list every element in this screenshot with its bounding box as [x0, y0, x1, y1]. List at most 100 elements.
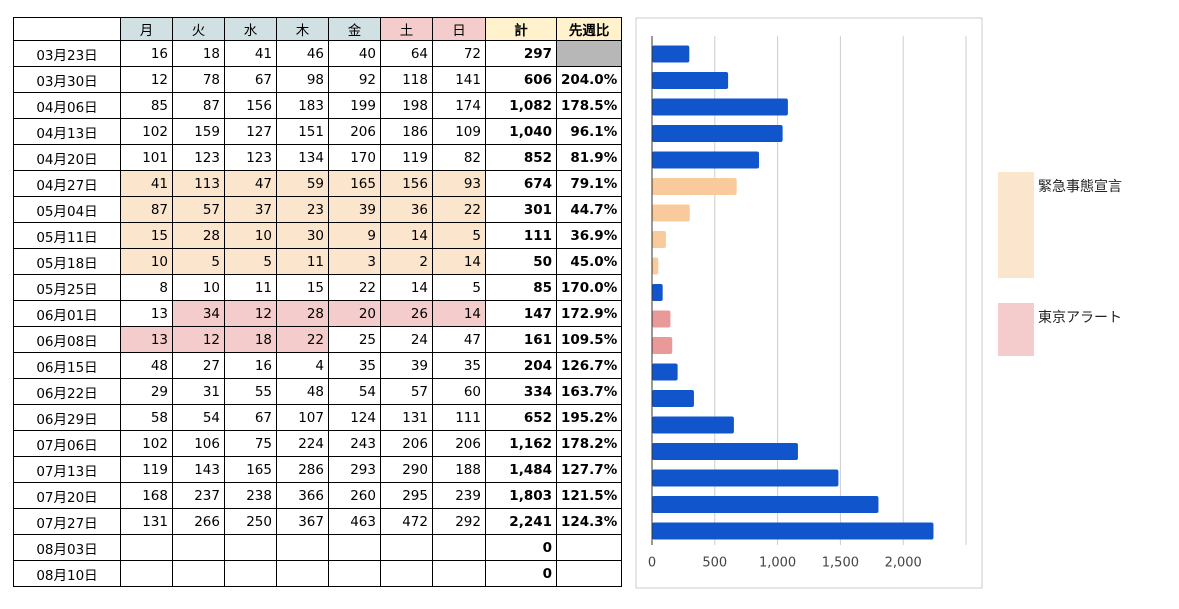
table-cell — [380, 560, 433, 587]
table-cell: 06月15日 — [13, 352, 121, 379]
table-cell: 14 — [432, 300, 486, 327]
table-cell: 11 — [276, 248, 329, 275]
table-cell: 18 — [172, 40, 225, 67]
table-cell: 59 — [276, 170, 329, 197]
table-cell: 85 — [485, 274, 557, 301]
table-cell: 75 — [224, 430, 277, 457]
table-cell: 165 — [224, 456, 277, 483]
table-cell: 08月10日 — [13, 560, 121, 587]
table-cell: 04月13日 — [13, 118, 121, 145]
table-cell: 198 — [380, 92, 433, 119]
table-cell: 04月20日 — [13, 144, 121, 171]
table-cell: 111 — [432, 404, 486, 431]
table-cell: 334 — [485, 378, 557, 405]
table-cell: 48 — [276, 378, 329, 405]
table-row: 08月03日 0 — [13, 534, 623, 561]
table-cell: 2 — [380, 248, 433, 275]
table-cell: 54 — [172, 404, 225, 431]
table-cell: 102 — [120, 118, 173, 145]
table-cell: 14 — [380, 222, 433, 249]
table-cell: 195.2% — [555, 404, 623, 431]
table-cell — [276, 534, 329, 561]
table-cell: 2,241 — [485, 508, 557, 535]
bar — [652, 284, 663, 301]
table-cell: 87 — [120, 196, 173, 223]
table-cell: 22 — [432, 196, 486, 223]
table-cell: 124 — [328, 404, 381, 431]
bar — [652, 98, 788, 116]
table-cell: 1,162 — [485, 430, 557, 457]
table-cell: 301 — [485, 196, 557, 223]
table-cell: 107 — [276, 404, 329, 431]
table-cell: 14 — [380, 274, 433, 301]
table-cell: 172.9% — [555, 300, 623, 327]
table-cell: 9 — [328, 222, 381, 249]
table-row: 月火水木金土日計先週比 — [13, 17, 623, 41]
bar — [652, 363, 678, 381]
table-cell — [224, 534, 277, 561]
table-cell: 199 — [328, 92, 381, 119]
table-cell: 10 — [120, 248, 173, 275]
table-cell — [328, 534, 381, 561]
table-cell: 4 — [276, 352, 329, 379]
table-cell: 木 — [276, 17, 329, 41]
table-cell — [172, 560, 225, 587]
table-cell: 1,484 — [485, 456, 557, 483]
bar — [652, 416, 734, 434]
table-row: 05月18日 10 5 5 11 3 2 14 50 45.0% — [13, 248, 623, 275]
table-cell: 火 — [172, 17, 225, 41]
table-cell: 126.7% — [555, 352, 623, 379]
table-cell: 月 — [120, 17, 173, 41]
table-cell: 10 — [172, 274, 225, 301]
table-cell: 101 — [120, 144, 173, 171]
table-row: 06月22日 29 31 55 48 54 57 60 334 163.7% — [13, 378, 623, 405]
table-cell: 28 — [276, 300, 329, 327]
table-cell: 30 — [276, 222, 329, 249]
table-cell: 111 — [485, 222, 557, 249]
table-cell: 170.0% — [555, 274, 623, 301]
table-cell — [13, 17, 121, 41]
table-cell: 159 — [172, 118, 225, 145]
table-cell: 06月22日 — [13, 378, 121, 405]
table-cell: 106 — [172, 430, 225, 457]
table-cell: 1,082 — [485, 92, 557, 119]
table-cell: 85 — [120, 92, 173, 119]
table-cell: 134 — [276, 144, 329, 171]
table-cell: 40 — [328, 40, 381, 67]
table-cell: 131 — [120, 508, 173, 535]
table-cell: 239 — [432, 482, 486, 509]
table-cell: 60 — [432, 378, 486, 405]
table-row: 07月27日 131 266 250 367 463 472 292 2,241 124.3% — [13, 508, 623, 535]
x-tick-label: 1,000 — [759, 556, 796, 571]
weekly-table: 月火水木金土日計先週比 03月23日 16 18 41 46 40 64 72 297 03月30日… — [13, 17, 623, 587]
table-cell: 07月13日 — [13, 456, 121, 483]
table-cell: 109 — [432, 118, 486, 145]
table-cell: 46 — [276, 40, 329, 67]
table-cell: 計 — [485, 17, 557, 41]
table-cell: 8 — [120, 274, 173, 301]
table-cell: 先週比 — [555, 17, 623, 41]
table-cell: 35 — [328, 352, 381, 379]
table-cell: 26 — [380, 300, 433, 327]
bar — [652, 72, 729, 89]
table-cell: 28 — [172, 222, 225, 249]
table-cell: 674 — [485, 170, 557, 197]
table-cell: 16 — [120, 40, 173, 67]
table-cell: 05月18日 — [13, 248, 121, 275]
table-cell: 178.5% — [555, 92, 623, 119]
table-cell: 03月23日 — [13, 40, 121, 67]
table-cell: 163.7% — [555, 378, 623, 405]
table-cell: 水 — [224, 17, 277, 41]
table-cell: 224 — [276, 430, 329, 457]
table-row: 04月13日 102 159 127 151 206 186 109 1,040 96.1% — [13, 118, 623, 145]
table-cell: 57 — [380, 378, 433, 405]
table-cell: 238 — [224, 482, 277, 509]
table-row: 07月13日 119 143 165 286 293 290 188 1,484 127.7% — [13, 456, 623, 483]
table-cell: 37 — [224, 196, 277, 223]
table-cell: 93 — [432, 170, 486, 197]
legend-swatch — [998, 172, 1034, 278]
table-cell: 81.9% — [555, 144, 623, 171]
table-cell — [276, 560, 329, 587]
table-cell: 54 — [328, 378, 381, 405]
table-cell — [432, 560, 486, 587]
